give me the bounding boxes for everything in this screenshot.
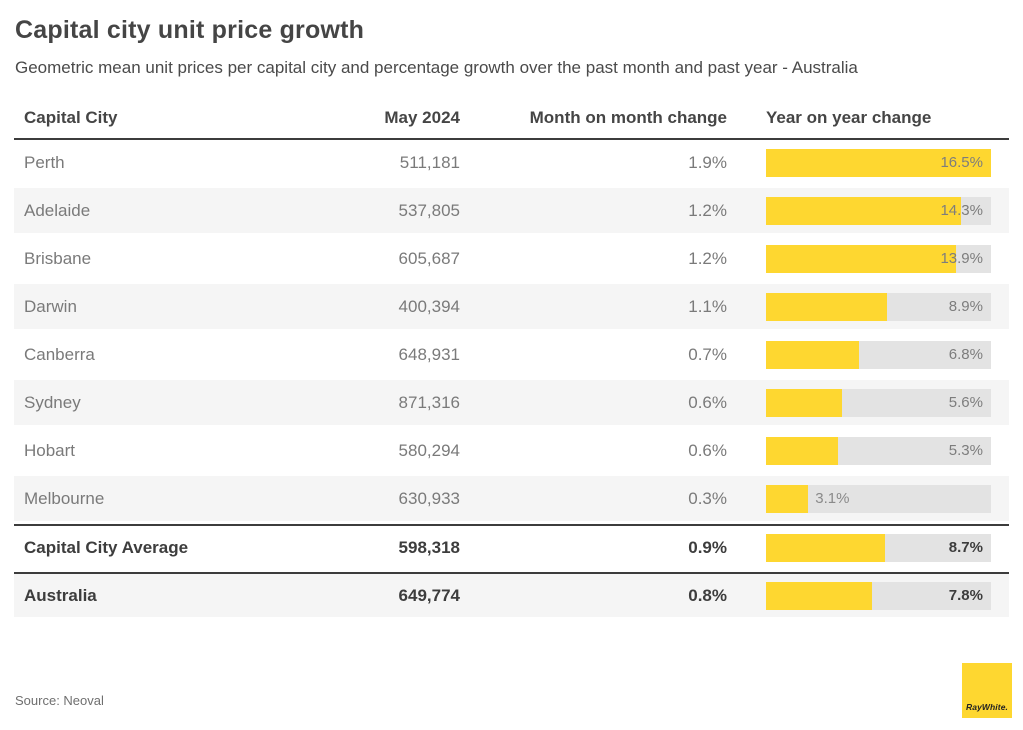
column-header-capital-city: Capital City [24, 108, 118, 127]
yoy-bar [766, 148, 991, 177]
column-header-year-on-year: Year on year change [766, 108, 932, 127]
yoy-bar [766, 196, 961, 225]
mom-change-cell: 0.6% [688, 392, 727, 412]
city-cell: Perth [24, 152, 65, 172]
footer: Source: Neoval RayWhite. [0, 655, 1023, 730]
city-cell: Sydney [24, 392, 81, 412]
mom-change-cell: 0.3% [688, 488, 727, 508]
city-cell: Canberra [24, 344, 95, 364]
table-row: Darwin 400,394 1.1% 8.9% [14, 284, 1009, 329]
price-cell: 871,316 [398, 392, 460, 412]
yoy-change-cell: 6.8% [727, 340, 1009, 369]
yoy-bar-label: 7.8% [948, 586, 983, 604]
yoy-change-cell: 7.8% [727, 581, 1009, 610]
price-cell: 580,294 [398, 440, 460, 460]
mom-change-cell: 0.9% [688, 537, 727, 557]
price-cell: 598,318 [398, 537, 460, 557]
table-row: Brisbane 605,687 1.2% 13.9% [14, 236, 1009, 281]
table-row: Hobart 580,294 0.6% 5.3% [14, 428, 1009, 473]
mom-change-cell: 0.6% [688, 440, 727, 460]
yoy-bar-track: 7.8% [766, 581, 991, 610]
table-row: Canberra 648,931 0.7% 6.8% [14, 332, 1009, 377]
city-cell: Adelaide [24, 200, 91, 220]
city-cell: Hobart [24, 440, 76, 460]
yoy-bar [766, 340, 859, 369]
yoy-bar-track: 13.9% [766, 244, 991, 273]
column-header-month-on-month: Month on month change [529, 108, 727, 127]
page-title: Capital city unit price growth [15, 16, 365, 44]
price-cell: 605,687 [398, 248, 460, 268]
yoy-bar-label: 14.3% [940, 201, 983, 219]
source-note: Source: Neoval [15, 693, 104, 708]
city-cell: Melbourne [24, 488, 105, 508]
city-cell: Darwin [24, 296, 77, 316]
column-header-may-2024: May 2024 [384, 108, 460, 127]
mom-change-cell: 0.8% [688, 585, 727, 605]
price-cell: 630,933 [398, 488, 460, 508]
yoy-bar-track: 16.5% [766, 148, 991, 177]
yoy-change-cell: 8.9% [727, 292, 1009, 321]
table-header-row: Capital City May 2024 Month on month cha… [14, 98, 1009, 140]
yoy-change-cell: 16.5% [727, 148, 1009, 177]
page-subtitle: Geometric mean unit prices per capital c… [15, 58, 858, 77]
mom-change-cell: 1.1% [688, 296, 727, 316]
unit-price-table: Capital City May 2024 Month on month cha… [14, 98, 1009, 617]
yoy-change-cell: 14.3% [727, 196, 1009, 225]
mom-change-cell: 0.7% [688, 344, 727, 364]
header: Capital city unit price growth Geometric… [0, 0, 1023, 78]
yoy-bar [766, 533, 885, 562]
yoy-bar-track: 8.7% [766, 533, 991, 562]
price-cell: 537,805 [398, 200, 460, 220]
yoy-bar [766, 292, 888, 321]
table-row: Sydney 871,316 0.6% 5.6% [14, 380, 1009, 425]
yoy-bar-label: 3.1% [815, 489, 850, 507]
yoy-bar-track: 6.8% [766, 340, 991, 369]
yoy-bar-label: 16.5% [940, 153, 983, 171]
table-row: Melbourne 630,933 0.3% 3.1% [14, 476, 1009, 521]
yoy-bar-label: 6.8% [948, 345, 983, 363]
yoy-bar [766, 244, 956, 273]
price-cell: 400,394 [398, 296, 460, 316]
yoy-change-cell: 3.1% [727, 484, 1009, 513]
yoy-bar-label: 8.9% [948, 297, 983, 315]
yoy-change-cell: 5.6% [727, 388, 1009, 417]
yoy-bar-track: 5.3% [766, 436, 991, 465]
yoy-bar-label: 5.6% [948, 393, 983, 411]
yoy-bar-track: 8.9% [766, 292, 991, 321]
yoy-bar-label: 8.7% [948, 538, 983, 556]
mom-change-cell: 1.9% [688, 152, 727, 172]
yoy-bar [766, 436, 839, 465]
price-cell: 648,931 [398, 344, 460, 364]
table-row: Australia 649,774 0.8% 7.8% [14, 572, 1009, 617]
yoy-bar-track: 5.6% [766, 388, 991, 417]
mom-change-cell: 1.2% [688, 248, 727, 268]
price-cell: 649,774 [398, 585, 460, 605]
city-cell: Brisbane [24, 248, 92, 268]
yoy-bar-label: 13.9% [940, 249, 983, 267]
mom-change-cell: 1.2% [688, 200, 727, 220]
raywhite-logo-text: RayWhite. [966, 702, 1008, 712]
price-cell: 511,181 [399, 152, 460, 172]
yoy-bar-label: 5.3% [948, 441, 983, 459]
city-cell: Australia [24, 585, 97, 605]
city-cell: Capital City Average [24, 537, 189, 557]
yoy-bar-track: 3.1% [766, 484, 991, 513]
yoy-bar-track: 14.3% [766, 196, 991, 225]
table-body: Perth 511,181 1.9% 16.5% Adelaide 537,80… [14, 140, 1009, 617]
yoy-bar [766, 388, 843, 417]
table-row: Capital City Average 598,318 0.9% 8.7% [14, 524, 1009, 569]
raywhite-logo: RayWhite. [962, 663, 1012, 718]
yoy-change-cell: 8.7% [727, 533, 1009, 562]
yoy-change-cell: 5.3% [727, 436, 1009, 465]
yoy-bar [766, 581, 873, 610]
yoy-bar [766, 484, 809, 513]
table-row: Adelaide 537,805 1.2% 14.3% [14, 188, 1009, 233]
yoy-change-cell: 13.9% [727, 244, 1009, 273]
table-row: Perth 511,181 1.9% 16.5% [14, 140, 1009, 185]
